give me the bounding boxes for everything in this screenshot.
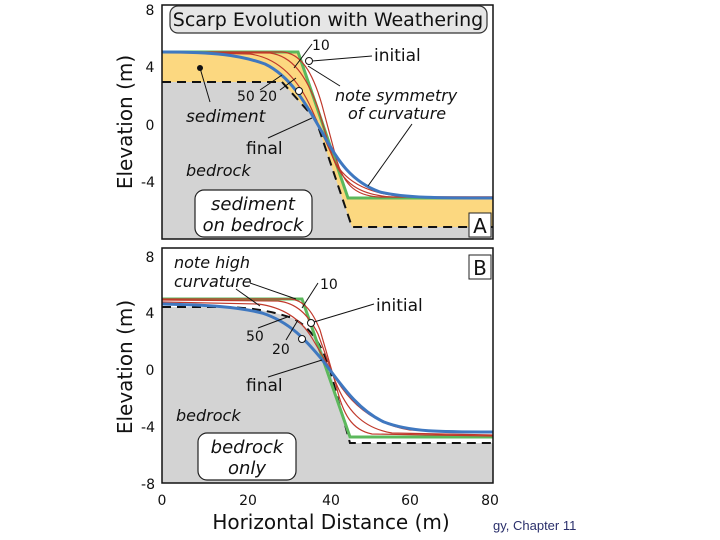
panel-a-leader-20: [279, 77, 297, 91]
panel-a-label-10: 10: [312, 38, 330, 54]
x-tick: 20: [239, 493, 257, 509]
panel-b-y-tick: -8: [141, 477, 155, 493]
panel-b-case-line1: bedrock: [211, 437, 285, 458]
x-tick: 60: [401, 493, 419, 509]
panel-b-label-initial: initial: [376, 296, 423, 316]
panel-a-profile-10: [162, 51, 493, 198]
panel-b-label-20: 20: [272, 342, 290, 358]
panel-a-label-sediment: sediment: [186, 107, 267, 127]
panel-b-y-axis-label: Elevation (m): [113, 300, 137, 434]
x-tick: 80: [481, 493, 499, 509]
panel-a-marker-10: [305, 57, 313, 65]
x-tick: 40: [322, 493, 340, 509]
panel-a-marker-20: [295, 87, 303, 95]
panel-b-label-10: 10: [320, 277, 338, 293]
panel-a-frame: [161, 4, 494, 240]
panel-a-tag-box: [468, 212, 492, 238]
panel-a-label-initial: initial: [374, 46, 421, 66]
panel-b-leader-note-bottom: [235, 288, 261, 307]
panel-b: Elevation (m) 8 4 0 -4 -8 note high curv…: [113, 247, 494, 493]
panel-b-leader-20: [285, 319, 299, 341]
panel-b-final-profile: [162, 302, 493, 434]
panel-a-y-axis-label: Elevation (m): [113, 55, 137, 189]
panel-a-y-tick: 4: [146, 60, 155, 76]
panel-b-tag-box: [468, 254, 492, 280]
panel-a-y-tick: -4: [141, 175, 155, 191]
panel-a-leader-10: [293, 43, 313, 69]
slide-footer: gy, Chapter 11: [493, 518, 577, 533]
panel-b-y-tick: 0: [146, 363, 155, 379]
panel-b-y-tick: -4: [141, 420, 155, 436]
panel-b-y-tick: 8: [146, 250, 155, 266]
panel-b-leader-initial: [313, 303, 375, 323]
panel-b-leader-note-top: [249, 282, 297, 300]
panel-a-case-box: [194, 189, 313, 238]
title-box: [169, 5, 488, 34]
panel-b-note-line1: note high: [174, 253, 250, 272]
x-axis: 0 20 40 60 80 Horizontal Distance (m): [158, 493, 499, 534]
panel-b-profile-20: [162, 299, 493, 436]
panel-a-note-line1: note symmetry: [335, 86, 458, 105]
panel-b-note-line2: curvature: [174, 272, 252, 291]
panel-a-leader-final: [267, 117, 313, 139]
panel-a-leader-note-top: [307, 65, 341, 87]
panel-a-note-line2: of curvature: [348, 104, 446, 123]
panel-a-case-line2: on bedrock: [203, 215, 305, 236]
panel-a-tag: A: [473, 214, 487, 238]
panel-b-label-final: final: [246, 376, 283, 396]
panel-b-marker-20: [298, 335, 306, 343]
panel-a-y-tick: 0: [146, 118, 155, 134]
panel-a-leader-50: [259, 74, 283, 91]
panel-a-leader-note-bottom: [367, 123, 413, 187]
panel-a: Scarp Evolution with Weathering Elevatio…: [113, 3, 494, 240]
panel-b-case-box: [197, 432, 297, 481]
panel-b-leader-50: [257, 315, 291, 329]
panel-a-label-bedrock: bedrock: [186, 161, 251, 180]
figure-title: Scarp Evolution with Weathering: [173, 9, 483, 31]
x-axis-label: Horizontal Distance (m): [212, 510, 449, 534]
panel-b-tag: B: [473, 256, 487, 280]
panel-b-leader-final: [267, 359, 323, 378]
panel-a-y-tick: 8: [146, 3, 155, 19]
panel-b-frame: [161, 247, 494, 484]
panel-b-label-50: 50: [246, 329, 264, 345]
panel-a-label-50-20: 50 20: [237, 89, 277, 105]
panel-a-label-final: final: [246, 139, 283, 159]
panel-a-leader-sediment: [199, 67, 211, 103]
panel-b-case-line2: only: [228, 458, 266, 479]
panel-b-marker-10: [307, 319, 315, 327]
panel-a-final-profile: [162, 50, 493, 200]
panel-b-leader-10: [301, 282, 319, 309]
panel-b-label-bedrock: bedrock: [176, 406, 241, 425]
panel-a-leader-initial: [311, 55, 373, 62]
panel-b-bedrock-surface: [162, 306, 493, 444]
x-tick: 0: [158, 493, 167, 509]
panel-b-y-tick: 4: [146, 306, 155, 322]
panel-b-profile-10: [162, 298, 493, 437]
panel-a-case-line1: sediment: [211, 194, 296, 215]
